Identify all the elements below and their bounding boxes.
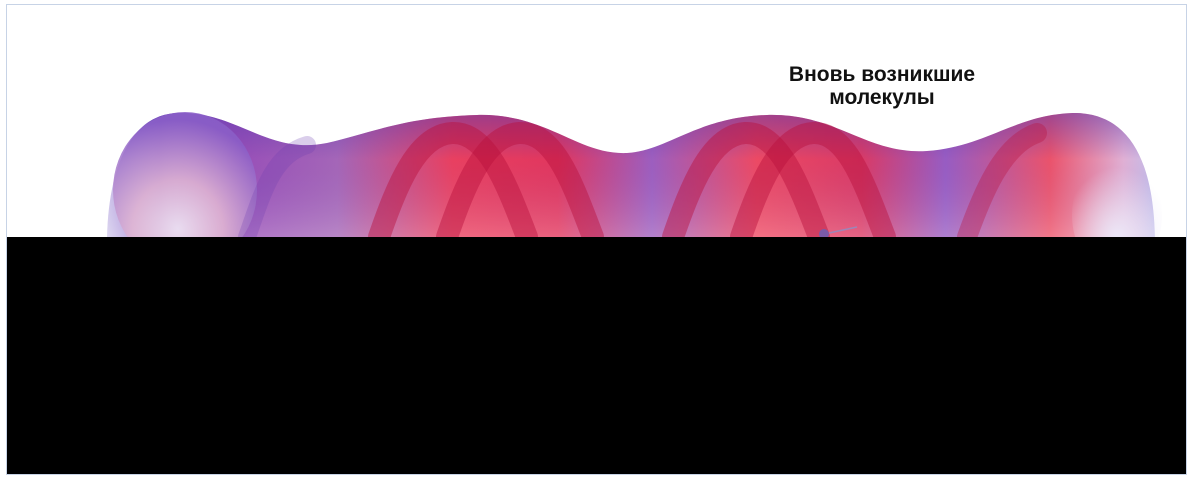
dna-replication-illustration (107, 112, 1162, 275)
caption-line-2: молекулы (829, 86, 935, 109)
new-molecule-helix-1 (368, 122, 604, 248)
strand-path (730, 122, 896, 248)
strand-path (436, 122, 604, 248)
new-molecules-caption: Вновь возникшие молекулы (747, 63, 1017, 109)
caption-line-1: Вновь возникшие (788, 63, 976, 86)
strand-path (662, 122, 830, 248)
strand-path (957, 123, 1047, 247)
new-molecule-helix-2 (662, 122, 896, 248)
strand-path (368, 122, 538, 248)
strand-path (238, 136, 316, 246)
marker-line (828, 226, 858, 234)
diagram-frame: Вновь возникшие молекулы (6, 4, 1187, 475)
redaction-block (7, 237, 1186, 474)
marker-dot (819, 229, 829, 239)
left-end-cap (113, 112, 257, 268)
